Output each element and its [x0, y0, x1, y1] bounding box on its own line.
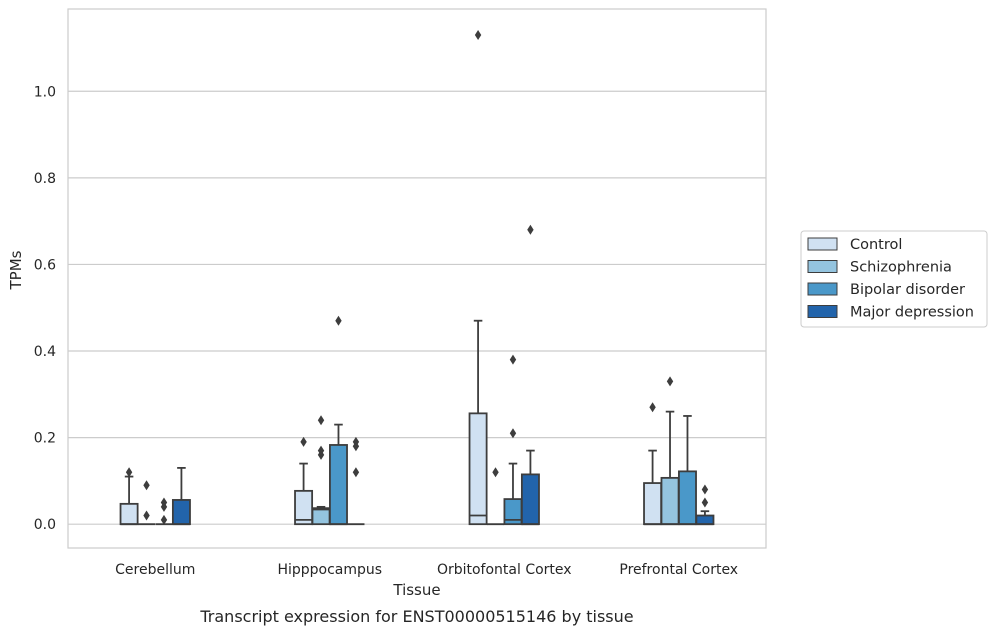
x-tick-label: Orbitofontal Cortex	[437, 562, 572, 578]
outlier-point	[352, 436, 360, 447]
box	[678, 470, 697, 526]
box	[119, 502, 139, 526]
legend: Control Schizophrenia Bipolar disorder Majo…	[800, 230, 988, 328]
category-group	[119, 467, 191, 526]
x-tick-label: Hipppocampus	[277, 562, 382, 578]
y-tick-label: 0.2	[34, 431, 56, 447]
y-tick-label: 0.4	[34, 344, 56, 360]
outlier-point	[701, 484, 709, 495]
outlier-point	[492, 467, 499, 478]
outlier-point	[160, 514, 168, 525]
box	[311, 507, 331, 526]
outlier-point	[160, 497, 168, 508]
y-tick-label: 1.0	[34, 84, 56, 100]
x-tick-label: Cerebellum	[115, 562, 195, 578]
outlier-point	[125, 467, 133, 478]
plot-frame	[67, 8, 767, 549]
outlier-point	[143, 510, 150, 521]
outlier-point	[335, 315, 342, 326]
y-tick-labels: 0.0 0.2 0.4 0.6 0.8 1.0	[34, 84, 56, 533]
y-tick-label: 0.6	[34, 257, 56, 273]
outlier-point	[666, 376, 674, 387]
box	[695, 514, 715, 526]
chart-caption: Transcript expression for ENST0000051514…	[199, 607, 633, 626]
box-groups	[119, 29, 715, 526]
category-group	[643, 376, 715, 526]
outlier-point	[474, 29, 482, 40]
box	[171, 499, 191, 526]
outlier-point	[509, 354, 517, 365]
box	[643, 482, 663, 526]
plot-area	[68, 9, 766, 548]
outlier-point	[509, 428, 517, 439]
box	[660, 476, 680, 526]
category-group	[468, 29, 540, 526]
outlier-point	[701, 497, 709, 508]
legend-frame	[800, 230, 988, 328]
outlier-point	[527, 224, 534, 235]
legend-label: Schizophrenia	[850, 260, 952, 276]
x-tick-labels: Cerebellum Hipppocampus Orbitofontal Corte…	[115, 562, 738, 578]
y-tick-label: 0.0	[34, 517, 56, 533]
legend-label: Major depression	[850, 305, 974, 321]
outlier-point	[317, 445, 325, 456]
y-tick-label: 0.8	[34, 171, 56, 187]
box	[520, 473, 540, 526]
outlier-point	[317, 415, 325, 426]
outlier-point	[300, 436, 307, 447]
legend-swatch	[807, 237, 838, 251]
box	[468, 412, 488, 526]
legend-label: Bipolar disorder	[850, 282, 965, 298]
outlier-point	[143, 480, 150, 491]
outlier-point	[352, 467, 360, 478]
outlier-point	[649, 402, 656, 413]
category-group	[294, 315, 365, 526]
legend-label: Control	[850, 237, 902, 253]
x-axis-title: Tissue	[392, 581, 440, 599]
legend-swatch	[807, 305, 838, 318]
legend-swatch	[807, 260, 838, 273]
x-tick-label: Prefrontal Cortex	[619, 562, 738, 578]
box	[329, 444, 348, 526]
legend-swatch	[807, 282, 838, 296]
y-axis-title: TPMs	[7, 250, 25, 290]
